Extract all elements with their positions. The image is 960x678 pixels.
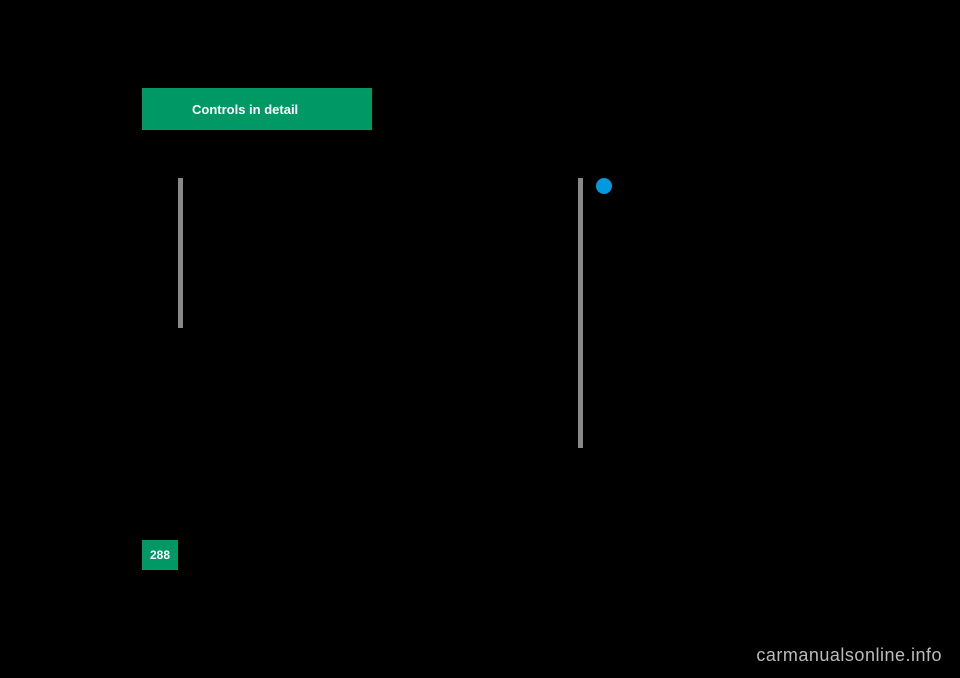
- page-number: 288: [150, 548, 170, 562]
- watermark-text: carmanualsonline.info: [756, 645, 942, 666]
- page-number-box: 288: [142, 540, 178, 570]
- section-header-title: Controls in detail: [192, 102, 298, 117]
- right-quote-bar: [578, 178, 583, 448]
- section-header-box: Controls in detail: [142, 88, 372, 130]
- manual-page: Controls in detail 288 carmanualsonline.…: [0, 0, 960, 678]
- info-bullet-icon: [596, 178, 612, 194]
- left-quote-bar: [178, 178, 183, 328]
